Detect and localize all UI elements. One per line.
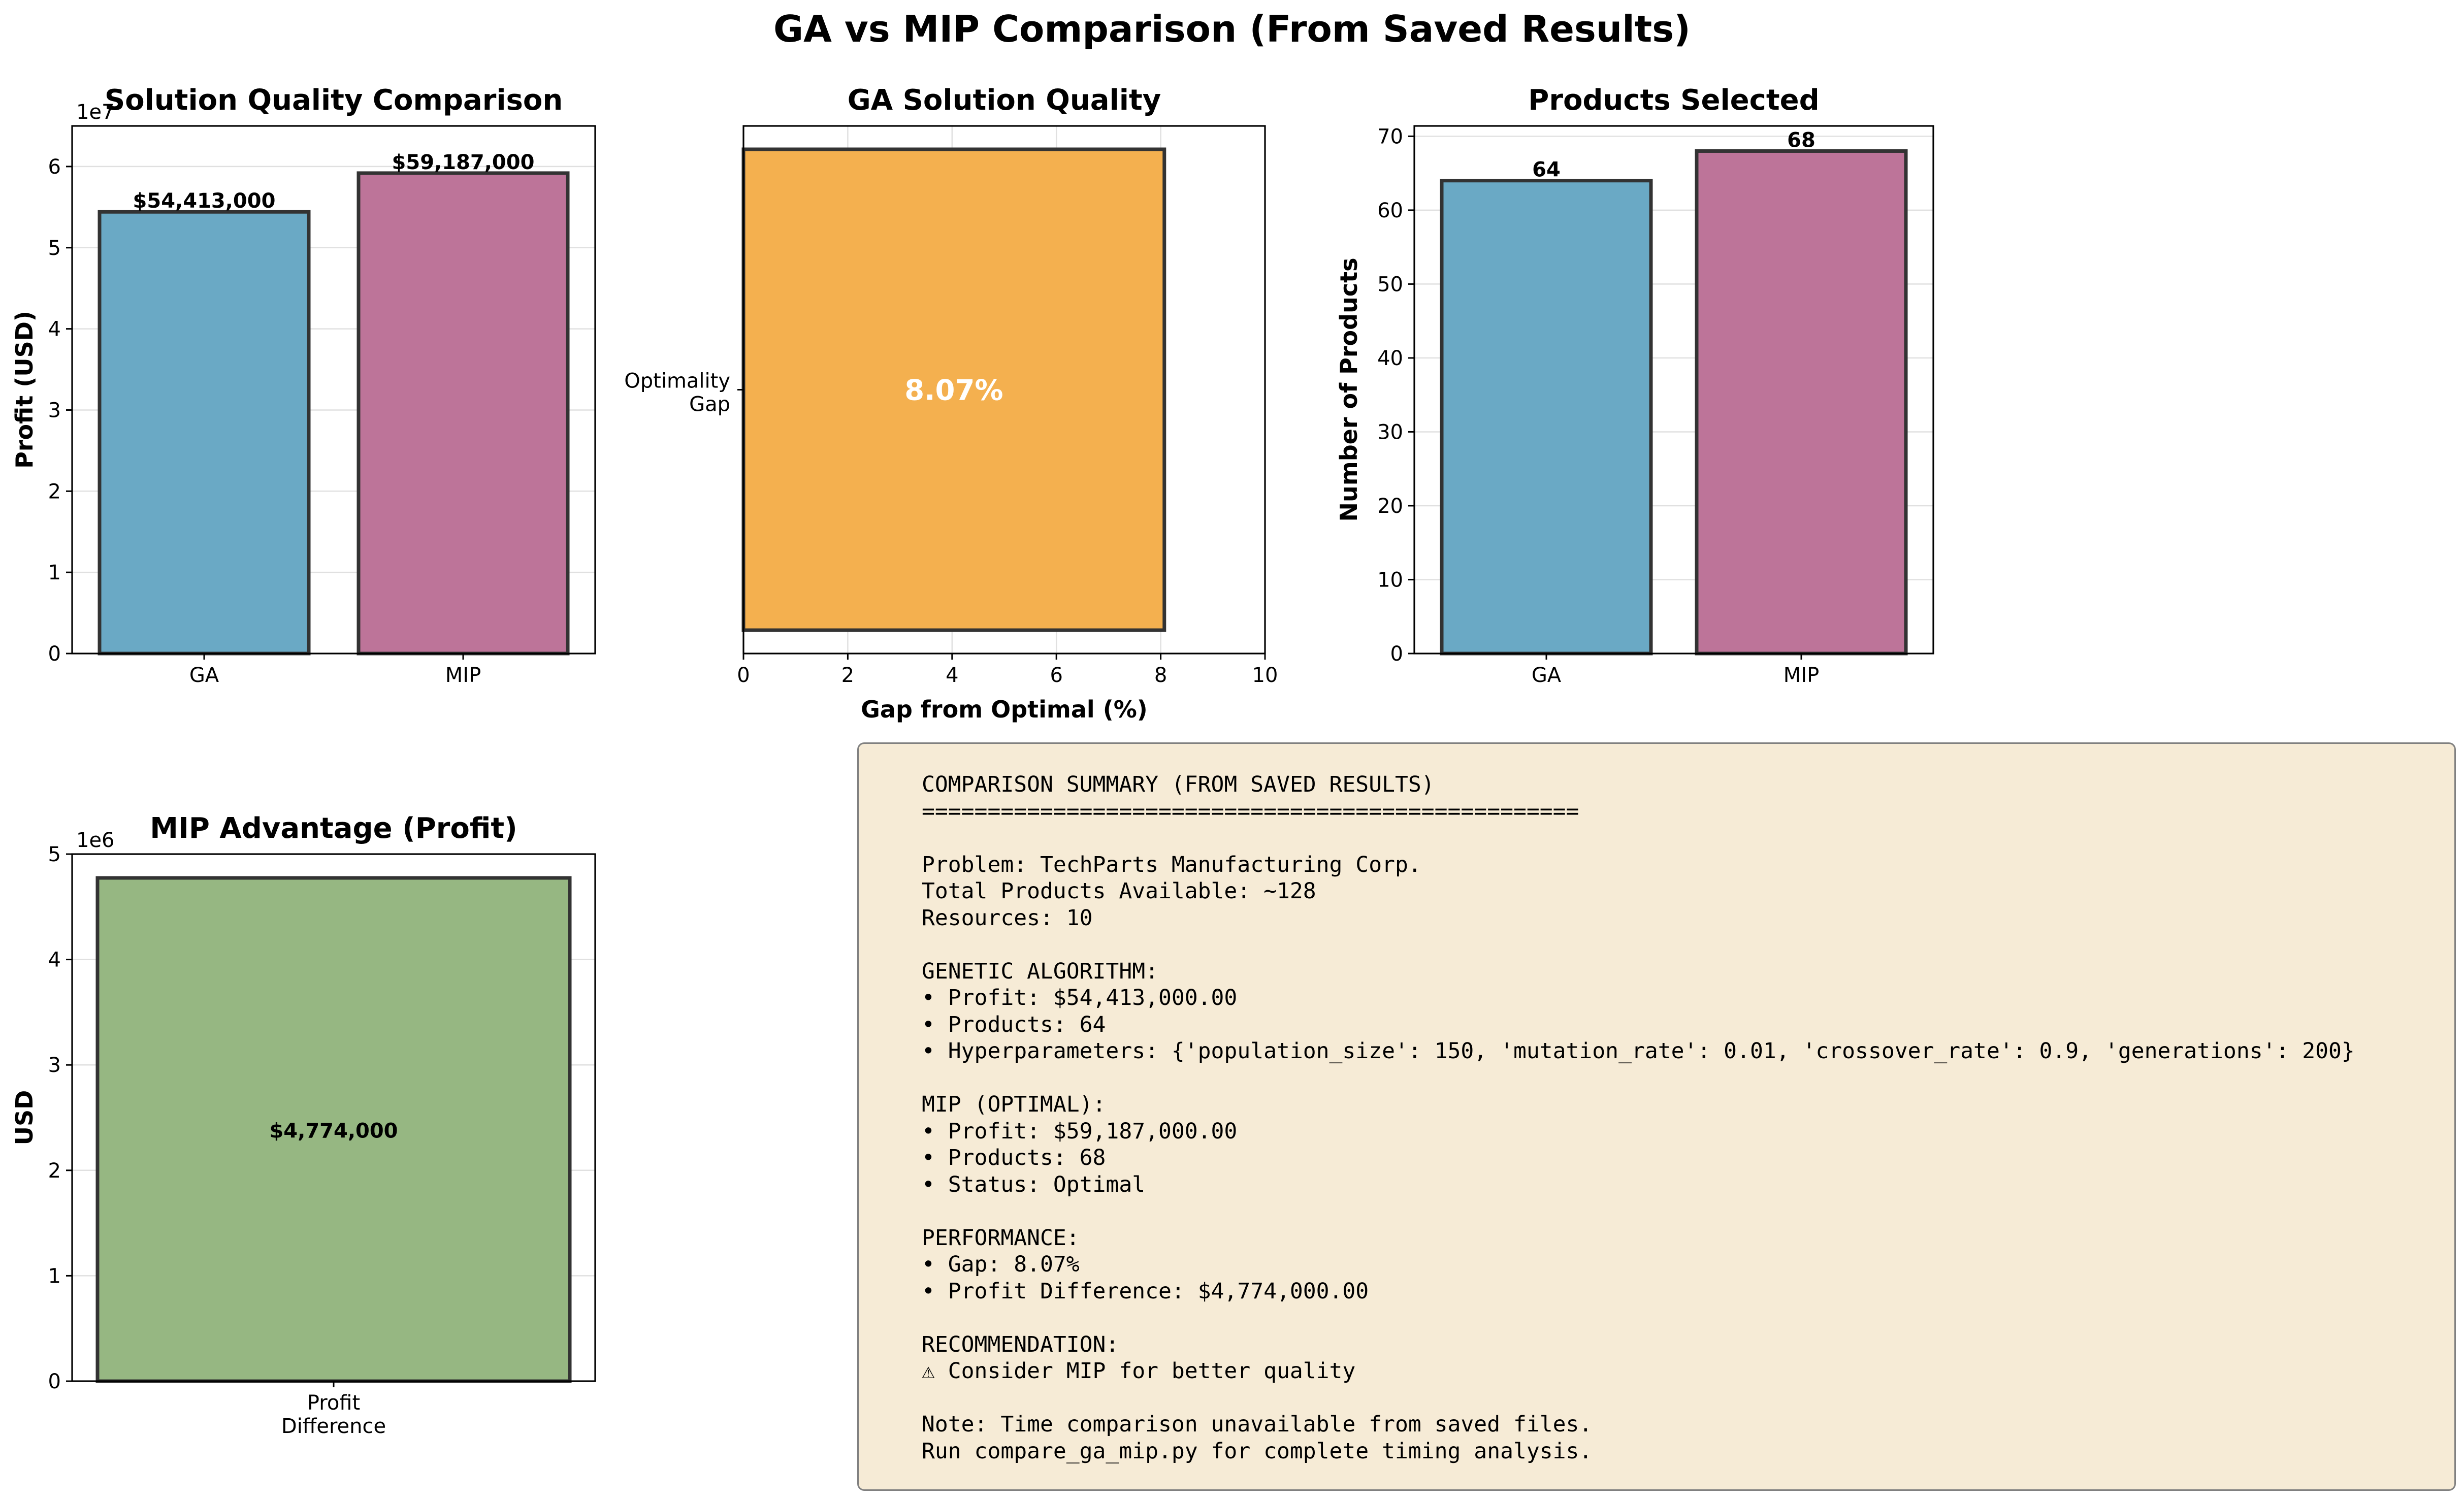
solution-quality-chart: 0 1 2 3 4 5 6 GA $54,413,000 MIP $59,187,000 Soluti… xyxy=(11,84,596,687)
bar-value-label: 68 xyxy=(1787,128,1815,152)
y-axis-label: Profit (USD) xyxy=(11,311,38,469)
y-tick-label: 70 xyxy=(1377,125,1403,148)
x-tick-label: 10 xyxy=(1252,664,1278,687)
y-tick-label: 60 xyxy=(1377,199,1403,222)
bar-value-label: $4,774,000 xyxy=(269,1119,398,1143)
x-tick-label: 2 xyxy=(841,664,854,687)
y-tick-label: 3 xyxy=(48,1054,61,1077)
x-tick-label: Difference xyxy=(281,1415,386,1438)
bar-optimality-gap xyxy=(741,147,1166,632)
x-tick-label: 4 xyxy=(946,664,958,687)
products-selected-chart-frame xyxy=(1413,125,1934,655)
bar-value-label: 64 xyxy=(1532,158,1561,182)
x-tick-label: 6 xyxy=(1050,664,1062,687)
y-tick-label: 4 xyxy=(48,949,61,972)
comparison-summary-text: COMPARISON SUMMARY (FROM SAVED RESULTS) … xyxy=(922,772,2355,1464)
mip-advantage-chart-frame xyxy=(71,853,596,1382)
y-tick-label: 30 xyxy=(1377,420,1403,444)
bar-ga xyxy=(1440,179,1653,656)
solution-quality-chart-frame xyxy=(71,125,596,655)
y-tick-label: 2 xyxy=(48,480,61,503)
y-tick-label: 10 xyxy=(1377,568,1403,592)
y-tick-label: 1 xyxy=(48,1264,61,1288)
y-tick-label: 0 xyxy=(1390,642,1403,666)
panel-title: MIP Advantage (Profit) xyxy=(150,812,517,845)
comparison-summary-box: COMPARISON SUMMARY (FROM SAVED RESULTS) … xyxy=(857,742,2456,1491)
x-tick-label: 8 xyxy=(1154,664,1167,687)
bar-mip xyxy=(356,171,570,656)
panel-title: Products Selected xyxy=(1528,84,1819,117)
x-tick-label: GA xyxy=(189,664,219,687)
y-tick-label: Optimality xyxy=(624,370,730,393)
y-tick-label: 6 xyxy=(48,155,61,179)
x-tick-label: MIP xyxy=(445,664,481,687)
panel-title: Solution Quality Comparison xyxy=(105,84,563,117)
y-axis-label: USD xyxy=(11,1090,38,1146)
bar-profit-difference xyxy=(95,876,572,1383)
y-tick-label: Gap xyxy=(689,393,730,416)
axis-scale-label: 1e7 xyxy=(76,101,115,124)
y-tick-label: 2 xyxy=(48,1159,61,1183)
x-tick-label: 0 xyxy=(737,664,750,687)
y-axis-label: Number of Products xyxy=(1335,258,1363,522)
y-tick-label: 20 xyxy=(1377,495,1403,518)
y-tick-label: 40 xyxy=(1377,347,1403,370)
bar-value-label: $59,187,000 xyxy=(392,151,535,174)
y-tick-label: 0 xyxy=(48,642,61,666)
panel-title: GA Solution Quality xyxy=(848,84,1161,117)
bar-mip xyxy=(1695,149,1908,656)
y-tick-label: 0 xyxy=(48,1370,61,1393)
x-tick-label: Profit xyxy=(307,1391,360,1415)
bar-ga xyxy=(98,210,311,656)
x-tick-label: MIP xyxy=(1784,664,1819,687)
y-tick-label: 5 xyxy=(48,237,61,260)
y-tick-label: 50 xyxy=(1377,273,1403,296)
y-tick-label: 1 xyxy=(48,561,61,584)
x-axis-label: Gap from Optimal (%) xyxy=(861,696,1148,723)
axis-scale-label: 1e6 xyxy=(76,829,115,852)
ga-solution-quality-chart-frame xyxy=(742,125,1266,655)
y-tick-label: 4 xyxy=(48,318,61,341)
products-selected-chart: 0 10 20 30 40 50 60 70 GA 64 MIP 68 Products Selecte… xyxy=(1335,84,1934,687)
y-tick-label: 3 xyxy=(48,399,61,422)
x-tick-label: GA xyxy=(1532,664,1562,687)
bar-value-label: 8.07% xyxy=(904,374,1003,407)
bar-value-label: $54,413,000 xyxy=(133,189,276,213)
chart-panels: 0 1 2 3 4 5 6 GA $54,413,000 MIP $59,187,000 Soluti… xyxy=(11,84,1934,1438)
figure-title: GA vs MIP Comparison (From Saved Results… xyxy=(773,8,1691,50)
y-tick-label: 5 xyxy=(48,843,61,866)
